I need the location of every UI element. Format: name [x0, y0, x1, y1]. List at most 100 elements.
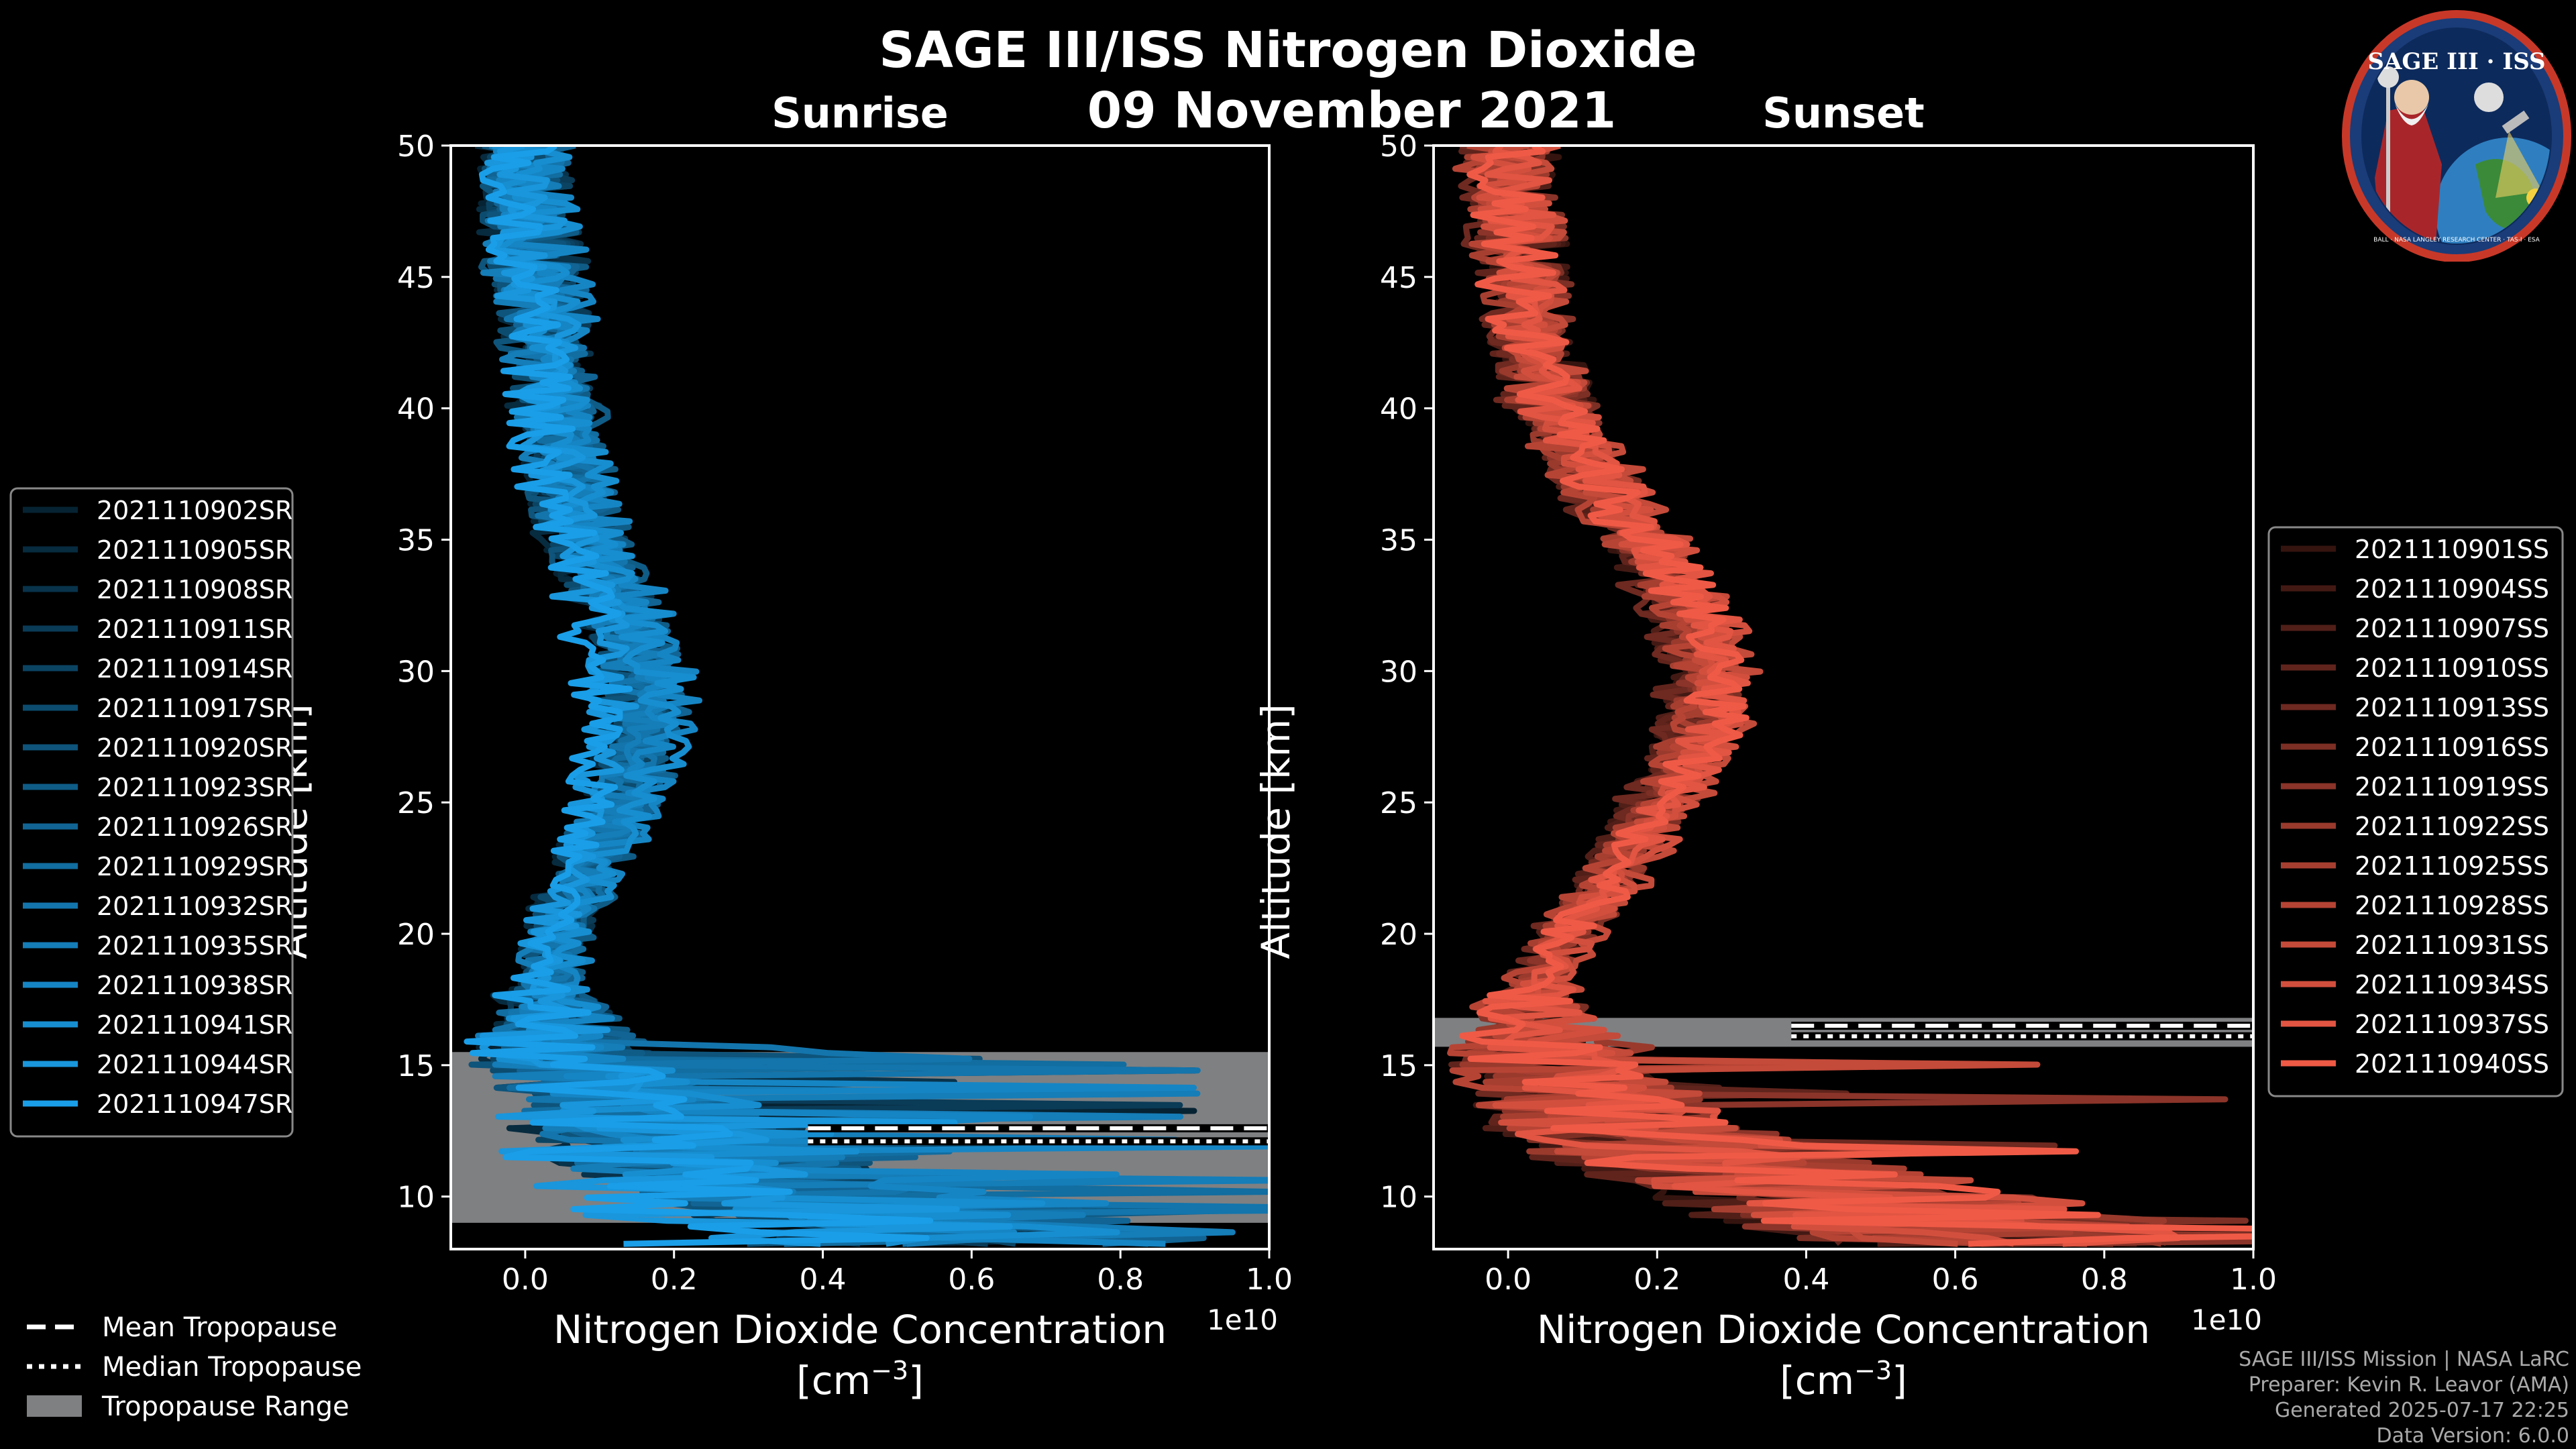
sunrise-profiles	[464, 146, 1269, 1247]
legend-label-2021110940SS: 2021110940SS	[2355, 1049, 2549, 1079]
legend-label-2021110928SS: 2021110928SS	[2355, 891, 2549, 920]
sunset-ytick-label: 45	[1380, 261, 1417, 295]
legend-label-2021110917SR: 2021110917SR	[97, 694, 292, 723]
legend-label-2021110916SS: 2021110916SS	[2355, 733, 2549, 762]
legend-label-2021110914SR: 2021110914SR	[97, 654, 292, 684]
sunrise-ytick-label: 25	[397, 786, 435, 820]
sunset-ylabel: Altitude [km]	[1253, 704, 1299, 959]
legend-label-2021110929SR: 2021110929SR	[97, 852, 292, 881]
sunset-ytick-label: 20	[1380, 918, 1417, 952]
sunrise-ytick-label: 40	[397, 392, 435, 427]
legend-label-2021110923SR: 2021110923SR	[97, 773, 292, 802]
sunset-x-scale-label: 1e10	[2191, 1303, 2262, 1336]
sunrise-xlabel-unit: [cm−3]	[796, 1356, 924, 1403]
sunrise-ytick-label: 30	[397, 655, 435, 689]
legend-label-2021110944SR: 2021110944SR	[97, 1050, 292, 1079]
sunset-xtick-label: 0.0	[1485, 1263, 1532, 1297]
legend-label-2021110907SS: 2021110907SS	[2355, 614, 2549, 643]
sunset-plot-area	[1434, 146, 2253, 1247]
legend-label-2021110938SR: 2021110938SR	[97, 971, 292, 1000]
profile-line-2021110947SR	[464, 146, 934, 1247]
legend-label-2021110932SR: 2021110932SR	[97, 892, 292, 921]
sunset-ytick-label: 25	[1380, 786, 1417, 820]
credits-block: SAGE III/ISS Mission | NASA LaRC Prepare…	[2153, 1347, 2569, 1449]
sunrise-series-legend: 2021110902SR 2021110905SR 2021110908SR 2021…	[9, 487, 294, 1138]
sunrise-ytick-label: 20	[397, 918, 435, 952]
tropopause-legend-label: Median Tropopause	[102, 1352, 362, 1383]
credit-line-preparer: Preparer: Kevin R. Leavor (AMA)	[2248, 1373, 2569, 1397]
sunset-xtick-label: 0.6	[1932, 1263, 1979, 1297]
sunset-xtick-label: 1.0	[2230, 1263, 2277, 1297]
legend-label-2021110941SR: 2021110941SR	[97, 1010, 292, 1040]
logo-title: SAGE III · ISS	[2367, 48, 2545, 75]
sunset-ytick-label: 30	[1380, 655, 1417, 689]
logo-ring-text: BALL · NASA LANGLEY RESEARCH CENTER · TA…	[2373, 237, 2540, 244]
sunrise-ytick-label: 10	[397, 1181, 435, 1215]
sunrise-xtick-label: 0.4	[800, 1263, 847, 1297]
chart-title: SAGE III/ISS Nitrogen Dioxide	[879, 21, 1697, 79]
legend-label-2021110934SS: 2021110934SS	[2355, 970, 2549, 1000]
sunrise-xtick-label: 1.0	[1246, 1263, 1293, 1297]
sunset-ytick-label: 10	[1380, 1181, 1417, 1215]
legend-label-2021110925SS: 2021110925SS	[2355, 851, 2549, 881]
sunset-ytick-label: 40	[1380, 392, 1417, 427]
sunrise-x-scale-label: 1e10	[1207, 1303, 1278, 1336]
sunrise-axes-frame	[449, 144, 1271, 1250]
tropopause-range-swatch	[27, 1395, 82, 1417]
legend-label-2021110919SS: 2021110919SS	[2355, 772, 2549, 802]
legend-label-2021110904SS: 2021110904SS	[2355, 574, 2549, 604]
legend-label-2021110905SR: 2021110905SR	[97, 535, 292, 565]
sunset-xtick-label: 0.4	[1782, 1263, 1829, 1297]
sunset-profiles	[1447, 146, 2253, 1247]
sunset-ytick-label: 35	[1380, 524, 1417, 558]
sunset-xlabel-unit: [cm−3]	[1780, 1356, 1907, 1403]
sunset-panel: Sunset 0.0 0.2 0.4 0.6 0.8 1.0 10 15 20 25 30 35 40 45…	[1253, 89, 2277, 1403]
sunrise-plot-area	[451, 146, 1269, 1247]
sage-mission-logo: SAGE III · ISS BALL · NASA LANGLEY RESEA…	[2342, 10, 2571, 262]
sunrise-ytick-label: 50	[397, 129, 435, 164]
sunrise-ytick-label: 35	[397, 524, 435, 558]
sunrise-ytick-label: 15	[397, 1049, 435, 1083]
sunrise-panel: Sunrise 0.0 0.2 0.4 0.6 0.8 1.0 10 15 20 25 30 35 40 4…	[270, 89, 1293, 1403]
legend-label-2021110901SS: 2021110901SS	[2355, 535, 2549, 564]
chart-date: 09 November 2021	[1087, 82, 1616, 140]
sunset-xtick-label: 0.8	[2081, 1263, 2128, 1297]
credit-line-mission: SAGE III/ISS Mission | NASA LaRC	[2239, 1348, 2569, 1371]
credit-line-generated: Generated 2025-07-17 22:25	[2274, 1399, 2569, 1422]
sunset-legend-box	[2267, 526, 2564, 1097]
tropopause-legend-label: Mean Tropopause	[102, 1312, 337, 1343]
sunrise-legend-box	[9, 487, 294, 1138]
sunset-ytick-label: 50	[1380, 129, 1417, 164]
sunrise-xtick-label: 0.0	[502, 1263, 549, 1297]
legend-label-2021110910SS: 2021110910SS	[2355, 653, 2549, 683]
sunrise-xtick-label: 0.2	[651, 1263, 698, 1297]
sunset-ytick-label: 15	[1380, 1049, 1417, 1083]
legend-label-2021110935SR: 2021110935SR	[97, 931, 292, 961]
sunset-xtick-label: 0.2	[1633, 1263, 1680, 1297]
sunset-xlabel: Nitrogen Dioxide Concentration	[1537, 1307, 2150, 1352]
sunrise-subtitle: Sunrise	[771, 89, 949, 138]
sunset-axes-frame	[1432, 144, 2255, 1250]
legend-label-2021110908SR: 2021110908SR	[97, 575, 292, 604]
tropopause-legend: Mean Tropopause Median Tropopause Tropopau…	[27, 1312, 362, 1422]
legend-label-2021110911SR: 2021110911SR	[97, 614, 292, 644]
sunset-subtitle: Sunset	[1762, 89, 1925, 138]
legend-label-2021110920SR: 2021110920SR	[97, 733, 292, 763]
profile-line-2021110940SS	[1458, 146, 2253, 1247]
credit-line-version: Data Version: 6.0.0	[2376, 1424, 2569, 1448]
legend-label-2021110947SR: 2021110947SR	[97, 1089, 292, 1119]
sunrise-xtick-label: 0.6	[948, 1263, 995, 1297]
tropopause-legend-label: Tropopause Range	[101, 1391, 350, 1422]
legend-label-2021110913SS: 2021110913SS	[2355, 693, 2549, 722]
legend-label-2021110931SS: 2021110931SS	[2355, 930, 2549, 960]
legend-label-2021110926SR: 2021110926SR	[97, 812, 292, 842]
sunset-series-legend: 2021110901SS 2021110904SS 2021110907SS 2021…	[2267, 526, 2564, 1097]
legend-label-2021110902SR: 2021110902SR	[97, 496, 292, 525]
legend-label-2021110922SS: 2021110922SS	[2355, 812, 2549, 841]
sunrise-xtick-label: 0.8	[1097, 1263, 1144, 1297]
sunrise-xlabel: Nitrogen Dioxide Concentration	[553, 1307, 1167, 1352]
legend-label-2021110937SS: 2021110937SS	[2355, 1010, 2549, 1039]
sunrise-ytick-label: 45	[397, 261, 435, 295]
